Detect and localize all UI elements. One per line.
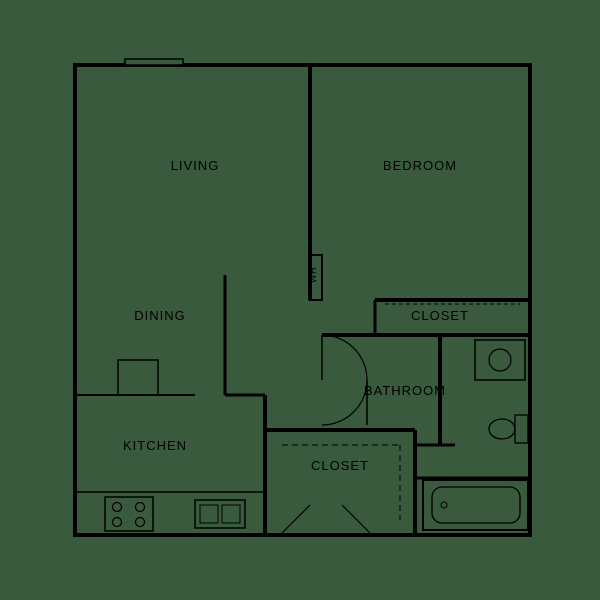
burner-4 [136, 518, 145, 527]
window-living-top [125, 59, 183, 65]
bath-vanity [475, 340, 525, 380]
label-wh: WH [308, 267, 318, 283]
tub-inner [432, 487, 520, 523]
door-swing-1 [322, 335, 367, 380]
sink-basin-l [200, 505, 218, 523]
toilet-bowl [489, 419, 515, 439]
label-closet1: CLOSET [411, 308, 469, 323]
label-living: LIVING [171, 158, 220, 173]
sink-basin-r [222, 505, 240, 523]
burner-3 [113, 518, 122, 527]
kitchen-peninsula [118, 360, 158, 395]
stove [105, 497, 153, 531]
closet2-door-l [282, 505, 310, 533]
label-bathroom: BATHROOM [364, 383, 446, 398]
floorplan-stage: LIVING BEDROOM DINING KITCHEN CLOSET BAT… [0, 0, 600, 600]
sink [195, 500, 245, 528]
toilet-tank [515, 415, 528, 443]
bath-sink-bowl [489, 349, 511, 371]
burner-2 [136, 503, 145, 512]
label-bedroom: BEDROOM [383, 158, 457, 173]
door-swing-2 [322, 380, 367, 425]
label-dining: DINING [134, 308, 186, 323]
label-closet2: CLOSET [311, 458, 369, 473]
label-kitchen: KITCHEN [123, 438, 187, 453]
tub-drain [441, 502, 447, 508]
burner-1 [113, 503, 122, 512]
floorplan-svg: LIVING BEDROOM DINING KITCHEN CLOSET BAT… [0, 0, 600, 600]
closet2-door-r [342, 505, 370, 533]
